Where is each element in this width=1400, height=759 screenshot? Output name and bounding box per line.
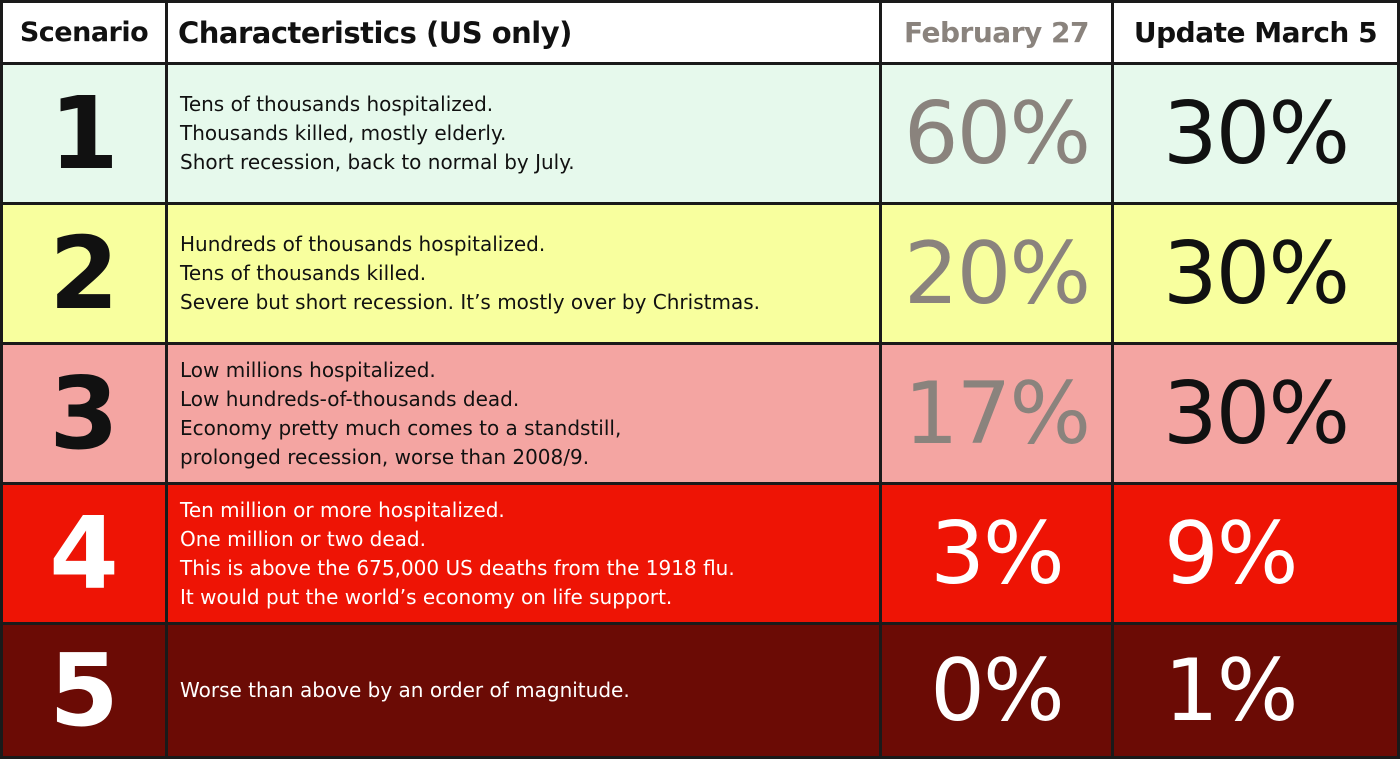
row-2-characteristics: Hundreds of thousands hospitalized. Tens…: [168, 205, 879, 342]
row-5-scenario: 5: [3, 625, 165, 756]
row-4-line-1: Ten million or more hospitalized.: [180, 497, 505, 522]
row-1-line-3: Short recession, back to normal by July.: [180, 150, 575, 174]
row-5-line-1: Worse than above by an order of magnitud…: [180, 678, 630, 702]
row-4-update-value: 9%: [1114, 485, 1397, 622]
row-5-feb-value: 0%: [882, 625, 1111, 756]
row-1-feb-value: 60%: [882, 65, 1111, 202]
row-1-update-value: 30%: [1114, 65, 1397, 202]
row-2-scenario: 2: [3, 205, 165, 342]
row-4-scenario: 4: [3, 485, 165, 622]
row-3-line-2: Low hundreds-of-thousands dead.: [180, 386, 520, 411]
row-4-line-3: This is above the 675,000 US deaths from…: [180, 555, 735, 580]
row-3-line-3: Economy pretty much comes to a standstil…: [180, 415, 622, 440]
row-4-feb-value: 3%: [882, 485, 1111, 622]
header-scenario: Scenario: [3, 3, 165, 62]
row-5-characteristics: Worse than above by an order of magnitud…: [168, 625, 879, 756]
row-5-update-value: 1%: [1114, 625, 1397, 756]
row-2-update-value: 30%: [1114, 205, 1397, 342]
row-2-line-2: Tens of thousands killed.: [180, 261, 427, 285]
row-3-scenario: 3: [3, 345, 165, 482]
row-1-line-1: Tens of thousands hospitalized.: [180, 92, 494, 116]
header-characteristics: Characteristics (US only): [168, 3, 879, 62]
row-3-feb-value: 17%: [882, 345, 1111, 482]
header-february-27: February 27: [882, 3, 1111, 62]
row-2-line-3: Severe but short recession. It’s mostly …: [180, 290, 760, 314]
row-3-update-value: 30%: [1114, 345, 1397, 482]
row-1-characteristics: Tens of thousands hospitalized. Thousand…: [168, 65, 879, 202]
row-2-feb-value: 20%: [882, 205, 1111, 342]
row-1-line-2: Thousands killed, mostly elderly.: [180, 121, 507, 145]
header-update-march-5: Update March 5: [1114, 3, 1397, 62]
row-4-line-2: One million or two dead.: [180, 526, 426, 551]
row-4-characteristics: Ten million or more hospitalized. One mi…: [168, 485, 879, 622]
row-2-line-1: Hundreds of thousands hospitalized.: [180, 232, 546, 256]
row-3-characteristics: Low millions hospitalized. Low hundreds-…: [168, 345, 879, 482]
row-3-line-4: prolonged recession, worse than 2008/9.: [180, 444, 590, 469]
row-3-line-1: Low millions hospitalized.: [180, 357, 436, 382]
row-4-line-4: It would put the world’s economy on life…: [180, 584, 673, 609]
row-1-scenario: 1: [3, 65, 165, 202]
